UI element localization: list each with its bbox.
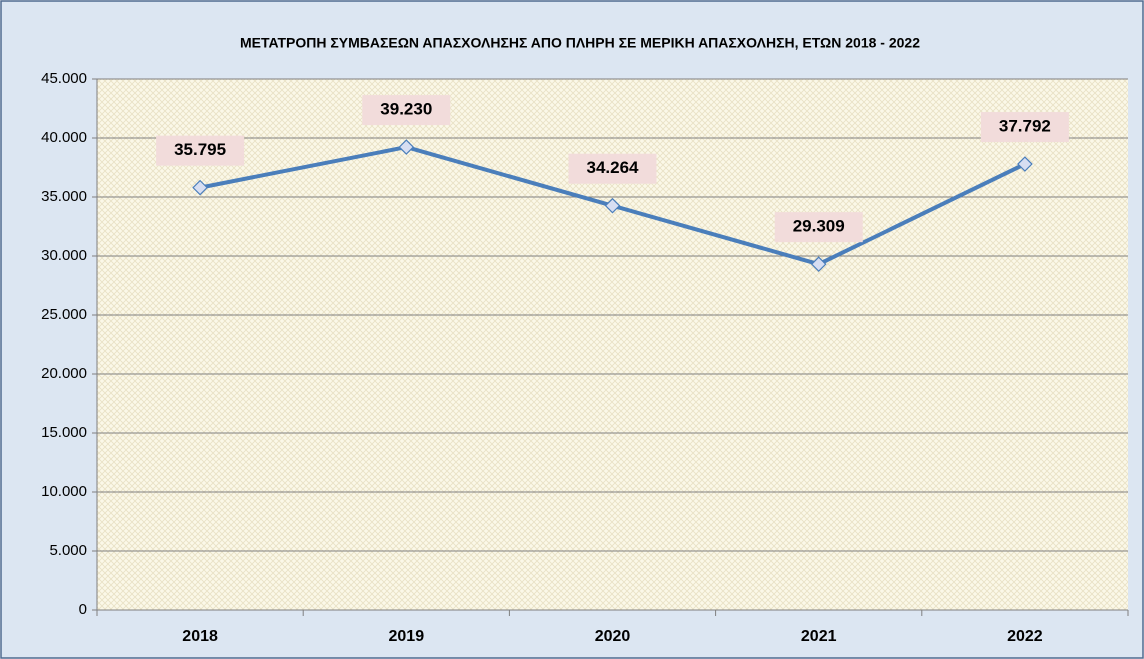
chart-title: ΜΕΤΑΤΡΟΠΗ ΣΥΜΒΑΣΕΩΝ ΑΠΑΣΧΟΛΗΣΗΣ ΑΠΟ ΠΛΗΡ… [240, 35, 920, 51]
y-tick-label: 45.000 [41, 70, 87, 87]
data-label: 29.309 [793, 217, 845, 236]
marker [192, 179, 208, 196]
x-tick-label: 2022 [1007, 628, 1043, 645]
data-label-bg [362, 95, 451, 126]
marker [604, 197, 621, 214]
data-label-bg [980, 112, 1069, 143]
y-tick-label: 5.000 [49, 542, 87, 559]
data-label: 35.795 [174, 140, 226, 159]
data-label-bg [568, 153, 657, 184]
y-tick-label: 0 [79, 601, 87, 618]
x-tick-label: 2020 [595, 628, 631, 645]
x-tick-label: 2021 [801, 628, 837, 645]
marker [1017, 156, 1033, 172]
y-tick-label: 35.000 [41, 188, 87, 205]
x-tick-label: 2018 [182, 628, 218, 645]
y-tick-label: 30.000 [41, 247, 87, 264]
data-label: 34.264 [587, 158, 640, 177]
marker [398, 139, 415, 155]
y-tick-label: 10.000 [41, 483, 87, 500]
y-tick-label: 40.000 [41, 129, 87, 146]
marker [810, 256, 827, 273]
y-tick-label: 20.000 [41, 365, 87, 382]
data-label-bg [156, 135, 245, 166]
y-tick-label: 25.000 [41, 306, 87, 323]
data-label: 39.230 [380, 100, 432, 119]
data-label-bg [774, 212, 863, 243]
x-tick-label: 2019 [389, 628, 425, 645]
y-tick-label: 15.000 [41, 424, 87, 441]
data-label: 37.792 [999, 117, 1051, 136]
